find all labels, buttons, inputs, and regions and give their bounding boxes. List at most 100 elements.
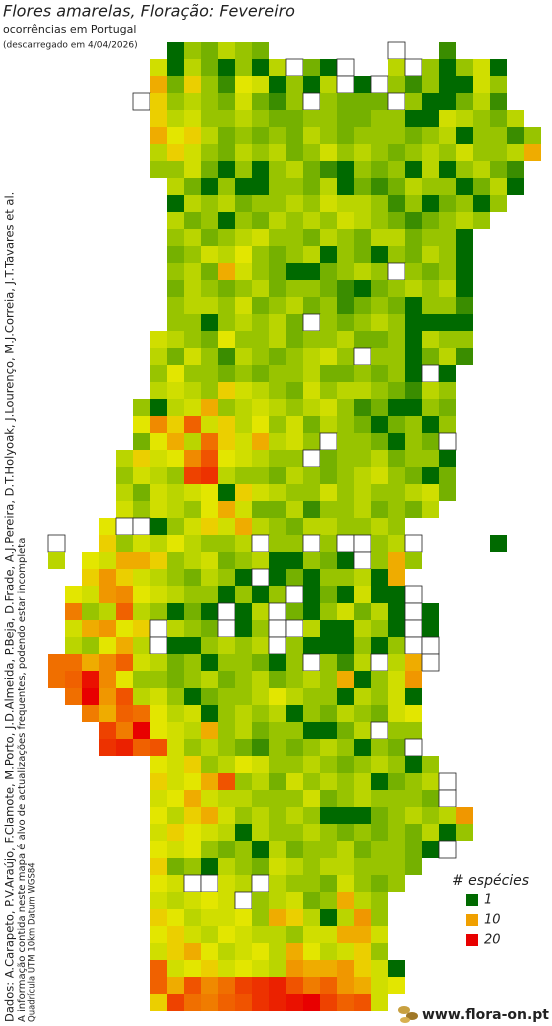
cell [184,858,201,875]
cell [269,484,286,501]
cell [354,824,371,841]
cell [235,93,252,110]
cell [388,773,405,790]
cell [422,807,439,824]
cell [184,926,201,943]
cell [150,858,167,875]
cell [354,858,371,875]
cell [82,586,99,603]
cell [269,399,286,416]
cell [65,603,82,620]
cell [252,552,269,569]
cell [439,144,456,161]
cell [269,552,286,569]
cell [286,892,303,909]
cell [320,212,337,229]
cell [201,790,218,807]
cell [150,365,167,382]
cell [65,671,82,688]
cell [235,348,252,365]
cell [252,382,269,399]
cell [269,569,286,586]
cell [371,229,388,246]
cell [252,297,269,314]
cell [439,807,456,824]
cell [150,586,167,603]
cell [167,943,184,960]
empty-cell [387,41,406,60]
cell [337,824,354,841]
cell [184,535,201,552]
cell [269,314,286,331]
cell [167,348,184,365]
cell [337,858,354,875]
cell [235,671,252,688]
cell [150,994,167,1011]
cell [320,824,337,841]
cell [133,705,150,722]
cell [201,756,218,773]
cell [184,824,201,841]
cell [354,603,371,620]
cell [337,705,354,722]
cell [405,348,422,365]
cell [354,144,371,161]
cell [337,807,354,824]
cell [150,93,167,110]
cell [201,42,218,59]
cell [201,943,218,960]
cell [269,280,286,297]
cell [507,144,524,161]
cell [388,620,405,637]
cell [150,671,167,688]
cell [439,824,456,841]
cell [473,161,490,178]
cell [388,569,405,586]
cell [320,841,337,858]
cell [269,195,286,212]
cell [371,620,388,637]
cell [286,314,303,331]
cell [218,722,235,739]
empty-cell [404,619,423,638]
empty-cell [353,534,372,553]
cell [320,331,337,348]
cell [286,603,303,620]
cell [150,552,167,569]
cell [286,535,303,552]
cell [167,331,184,348]
cell [150,739,167,756]
cell [133,450,150,467]
cell [99,586,116,603]
cell [201,535,218,552]
cell [218,93,235,110]
cell [167,552,184,569]
cell [235,960,252,977]
cell [184,178,201,195]
cell [371,535,388,552]
cell [201,297,218,314]
cell [371,909,388,926]
cell [405,229,422,246]
cell [439,297,456,314]
cell [422,756,439,773]
cell [371,382,388,399]
cell [405,552,422,569]
cell [354,705,371,722]
cell [184,586,201,603]
cell [235,110,252,127]
cell [252,518,269,535]
cell [320,382,337,399]
cell [405,246,422,263]
cell [184,790,201,807]
cell [439,416,456,433]
cell [167,569,184,586]
logo-icon [398,1006,418,1023]
cell [354,518,371,535]
cell [354,892,371,909]
cell [218,450,235,467]
cell [167,144,184,161]
cell [82,637,99,654]
cell [439,93,456,110]
cell [303,59,320,76]
